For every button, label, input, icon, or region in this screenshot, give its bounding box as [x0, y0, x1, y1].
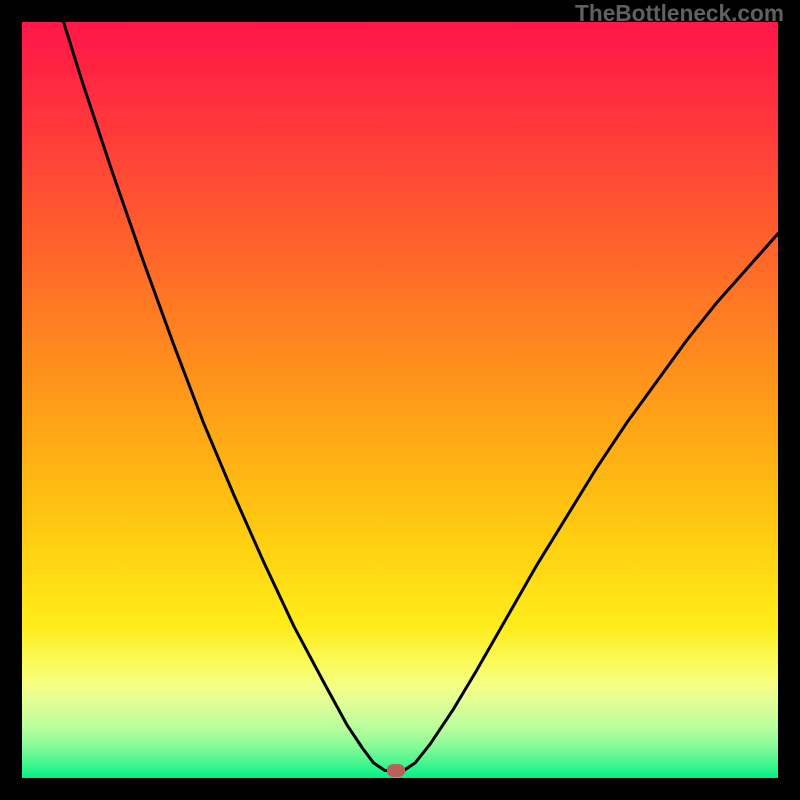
- watermark-text: TheBottleneck.com: [575, 0, 784, 27]
- figure-canvas: TheBottleneck.com: [0, 0, 800, 800]
- optimal-point-marker: [387, 764, 405, 777]
- bottleneck-curve: [0, 0, 800, 800]
